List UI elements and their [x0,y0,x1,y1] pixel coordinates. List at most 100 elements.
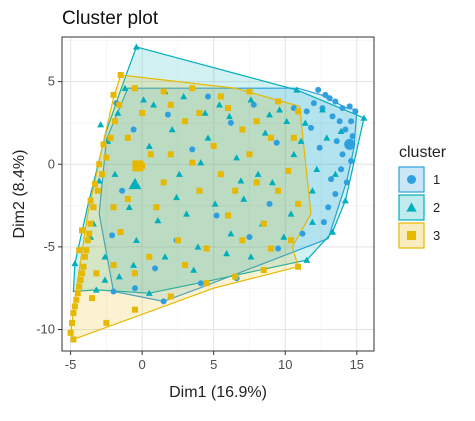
data-point-cluster-1 [326,95,333,102]
data-point-cluster-1 [227,119,234,126]
data-point-cluster-1 [348,118,355,125]
data-point-cluster-3 [84,237,91,244]
data-point-cluster-1 [339,105,346,112]
data-point-cluster-2 [280,233,288,240]
x-tick-label: 15 [350,357,364,372]
y-tick-label: 5 [48,74,55,89]
data-point-cluster-1 [332,191,339,197]
data-point-cluster-3 [87,220,94,227]
y-tick-label: -10 [36,322,55,337]
x-tick-label: -5 [65,357,77,372]
data-point-cluster-2 [111,170,119,177]
data-point-cluster-3 [290,134,297,141]
data-point-cluster-3 [90,204,97,211]
data-point-cluster-3 [182,118,189,125]
data-point-cluster-3 [74,290,81,297]
data-point-cluster-3 [73,296,80,303]
data-point-cluster-3 [285,167,292,174]
data-point-cluster-2 [223,250,231,257]
data-point-cluster-2 [301,119,309,126]
data-point-cluster-2 [161,253,169,260]
data-point-cluster-2 [175,170,183,177]
data-point-cluster-1 [273,139,280,146]
data-point-cluster-2 [297,137,305,144]
data-point-cluster-3 [124,134,131,141]
data-point-cluster-3 [217,171,224,178]
data-point-cluster-1 [119,187,126,194]
data-point-cluster-3 [146,253,153,260]
data-point-cluster-3 [210,143,217,150]
data-point-cluster-1 [250,101,257,108]
y-tick-label: 0 [48,156,55,171]
data-point-cluster-2 [204,134,212,141]
data-point-cluster-3 [203,280,210,287]
data-point-cluster-3 [239,237,246,244]
data-point-cluster-2 [225,112,233,120]
data-point-cluster-3 [87,197,94,204]
data-point-cluster-3 [94,187,101,194]
data-point-cluster-1 [246,233,253,240]
data-point-cluster-3 [69,319,76,326]
data-point-cluster-3 [160,88,167,95]
data-point-cluster-3 [253,179,260,186]
data-point-cluster-1 [348,157,355,164]
data-point-cluster-3 [246,151,253,158]
legend: cluster 1 2 3 [398,144,447,249]
data-point-cluster-3 [96,161,103,168]
data-point-cluster-2 [130,261,138,268]
data-point-cluster-1 [328,176,335,183]
data-point-cluster-3 [267,134,274,141]
data-point-cluster-3 [239,126,246,133]
data-point-cluster-3 [99,171,106,178]
data-point-cluster-2 [276,106,283,113]
data-point-cluster-1 [204,93,211,100]
data-point-cluster-1 [275,245,282,252]
x-tick-label: 5 [210,357,217,372]
data-point-cluster-3 [77,276,84,283]
data-point-cluster-2 [145,142,153,149]
grid-minor [62,37,374,351]
data-point-cluster-3 [70,336,77,343]
cluster-center-1 [344,138,356,150]
data-point-cluster-3 [81,253,88,260]
data-point-cluster-3 [232,273,239,280]
data-point-cluster-2 [145,289,153,296]
data-point-cluster-2 [266,111,273,118]
data-point-cluster-2 [233,154,241,161]
data-point-cluster-3 [295,108,302,115]
data-point-cluster-2 [121,84,129,91]
data-point-cluster-1 [332,98,339,105]
data-point-cluster-1 [349,133,356,140]
data-point-cluster-2 [247,96,255,103]
data-point-cluster-3 [225,105,232,112]
data-point-cluster-2 [92,286,100,293]
data-point-cluster-2 [114,109,122,116]
data-point-cluster-1 [308,124,315,131]
data-point-cluster-3 [80,263,87,270]
data-point-cluster-2 [71,259,79,267]
data-point-cluster-3 [71,303,78,310]
data-point-cluster-2 [237,177,245,184]
data-point-cluster-1 [213,212,220,219]
data-point-cluster-3 [246,88,253,95]
data-point-cluster-2 [97,121,105,128]
data-point-cluster-2 [173,193,180,201]
x-axis-ticks: -5 0 5 10 15 [65,351,364,372]
data-point-cluster-2 [254,170,262,177]
data-point-cluster-2 [215,101,223,108]
plot-panel [61,36,375,352]
data-point-cluster-2 [132,236,140,244]
data-point-cluster-2 [303,256,311,263]
cluster-center-3 [132,160,144,172]
legend-label-1: 1 [433,172,440,187]
data-point-cluster-2 [309,187,316,194]
data-point-cluster-1 [131,285,138,292]
x-axis-title: Dim1 (16.9%) [169,384,267,401]
data-point-cluster-2 [309,218,316,225]
data-point-cluster-2 [150,101,158,108]
data-point-cluster-3 [131,85,138,92]
data-point-cluster-3 [117,72,124,79]
legend-label-2: 2 [433,200,440,215]
data-point-cluster-3 [174,237,181,244]
